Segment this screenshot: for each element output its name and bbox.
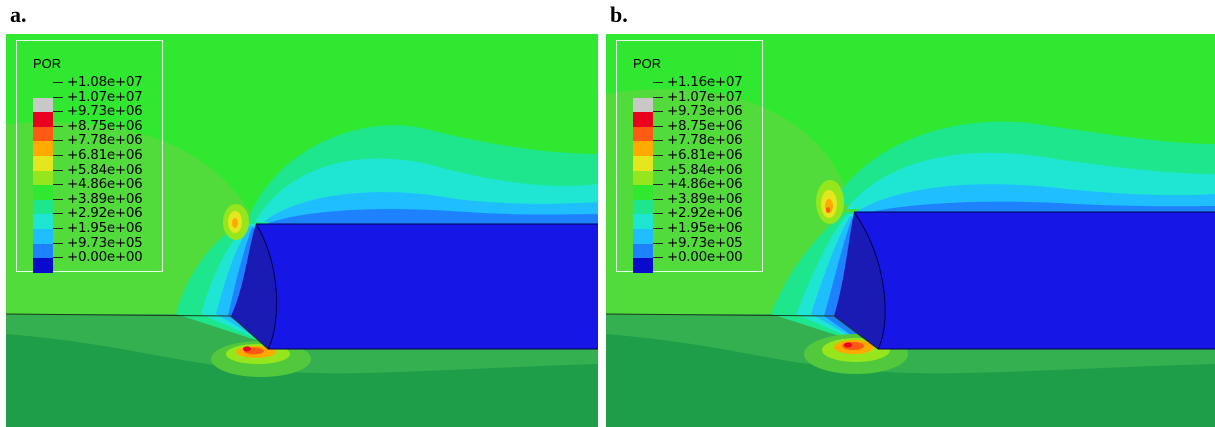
legend-swatch — [633, 228, 653, 244]
legend-swatch — [633, 170, 653, 186]
legend-value: +3.89e+06 — [67, 190, 143, 207]
legend-value: +0.00e+00 — [67, 249, 143, 266]
legend-a: POR +1.08e+07 +1.07e+07 +9.73e+06 +8.75e… — [16, 40, 163, 273]
panel-b-label: b. — [610, 2, 628, 27]
legend-entry: +1.16e+07 — [633, 74, 761, 91]
legend-value: +5.84e+06 — [667, 161, 743, 178]
legend-swatch — [33, 214, 53, 229]
legend-swatch — [33, 243, 53, 259]
legend-rows-a: +1.08e+07 +1.07e+07 +9.73e+06 +8.75e+06 … — [33, 74, 161, 273]
legend-title: POR — [33, 56, 62, 71]
legend-swatch — [633, 126, 653, 142]
legend-entry: +1.08e+07 — [33, 74, 161, 91]
legend-entry: +1.07e+07 — [633, 88, 761, 113]
legend-swatch — [633, 97, 653, 113]
legend-entry: +5.84e+06 — [33, 161, 161, 186]
legend-swatch — [33, 141, 53, 156]
legend-entry: +2.92e+06 — [633, 205, 761, 229]
legend-value: +7.78e+06 — [667, 132, 743, 149]
contour-field-a — [6, 34, 598, 427]
legend-entry: +9.73e+06 — [33, 103, 161, 127]
contour-plot-panel-a: POR +1.08e+07 +1.07e+07 +9.73e+06 +8.75e… — [6, 34, 598, 427]
legend-swatch — [33, 258, 53, 273]
legend-value: +6.81e+06 — [67, 146, 143, 163]
contour-plot-panel-b: POR +1.16e+07 +1.07e+07 +9.73e+06 +8.75e… — [606, 34, 1215, 427]
legend-entry: +4.86e+06 — [33, 176, 161, 200]
legend-entry: +4.86e+06 — [633, 176, 761, 200]
legend-value: +8.75e+06 — [667, 117, 743, 134]
legend-swatch — [33, 185, 53, 200]
legend-swatch — [33, 170, 53, 186]
legend-swatch — [633, 214, 653, 229]
panel-a-label: a. — [10, 2, 27, 27]
legend-entry: +9.73e+05 — [633, 234, 761, 259]
legend-swatch — [33, 97, 53, 113]
legend-entry: +5.84e+06 — [633, 161, 761, 186]
legend-entry: +3.89e+06 — [33, 190, 161, 215]
legend-value: +2.92e+06 — [67, 205, 143, 222]
legend-b: POR +1.16e+07 +1.07e+07 +9.73e+06 +8.75e… — [616, 40, 763, 273]
legend-value: +9.73e+06 — [67, 103, 143, 120]
legend-title: POR — [633, 56, 662, 71]
legend-rows-b: +1.16e+07 +1.07e+07 +9.73e+06 +8.75e+06 … — [633, 74, 761, 273]
legend-value: +1.08e+07 — [67, 74, 143, 90]
legend-swatch — [633, 185, 653, 200]
legend-swatch — [33, 228, 53, 244]
legend-entry: +3.89e+06 — [633, 190, 761, 215]
legend-swatch — [633, 155, 653, 171]
legend-value: +1.16e+07 — [667, 74, 743, 90]
legend-swatch — [633, 199, 653, 215]
legend-entry: +6.81e+06 — [33, 146, 161, 171]
legend-value: +1.07e+07 — [67, 88, 143, 105]
legend-entry: +1.95e+06 — [633, 219, 761, 244]
legend-entry: +0.00e+00 — [633, 249, 761, 273]
legend-entry: +8.75e+06 — [33, 117, 161, 142]
legend-value: +0.00e+00 — [667, 249, 743, 266]
legend-value: +2.92e+06 — [667, 205, 743, 222]
legend-entry: +7.78e+06 — [633, 132, 761, 156]
legend-swatch — [633, 243, 653, 259]
contour-field-b — [606, 34, 1215, 427]
legend-value: +5.84e+06 — [67, 161, 143, 178]
legend-value: +8.75e+06 — [67, 117, 143, 134]
legend-entry: +1.95e+06 — [33, 219, 161, 244]
legend-swatch — [633, 141, 653, 156]
legend-value: +3.89e+06 — [667, 190, 743, 207]
legend-value: +9.73e+06 — [667, 103, 743, 120]
legend-swatch — [33, 199, 53, 215]
legend-entry: +1.07e+07 — [33, 88, 161, 113]
legend-value: +6.81e+06 — [667, 146, 743, 163]
legend-value: +1.07e+07 — [667, 88, 743, 105]
legend-swatch — [33, 112, 53, 127]
legend-value: +1.95e+06 — [67, 219, 143, 236]
legend-value: +1.95e+06 — [667, 219, 743, 236]
legend-entry: +7.78e+06 — [33, 132, 161, 156]
legend-value: +4.86e+06 — [667, 176, 743, 193]
legend-entry: +9.73e+05 — [33, 234, 161, 259]
legend-swatch — [33, 126, 53, 142]
legend-value: +4.86e+06 — [67, 176, 143, 193]
legend-swatch — [633, 258, 653, 273]
legend-entry: +2.92e+06 — [33, 205, 161, 229]
legend-swatch — [633, 112, 653, 127]
legend-value: +7.78e+06 — [67, 132, 143, 149]
legend-entry: +0.00e+00 — [33, 249, 161, 273]
legend-value: +9.73e+05 — [667, 234, 743, 251]
legend-swatch — [33, 155, 53, 171]
legend-entry: +8.75e+06 — [633, 117, 761, 142]
legend-entry: +6.81e+06 — [633, 146, 761, 171]
legend-entry: +9.73e+06 — [633, 103, 761, 127]
legend-value: +9.73e+05 — [67, 234, 143, 251]
